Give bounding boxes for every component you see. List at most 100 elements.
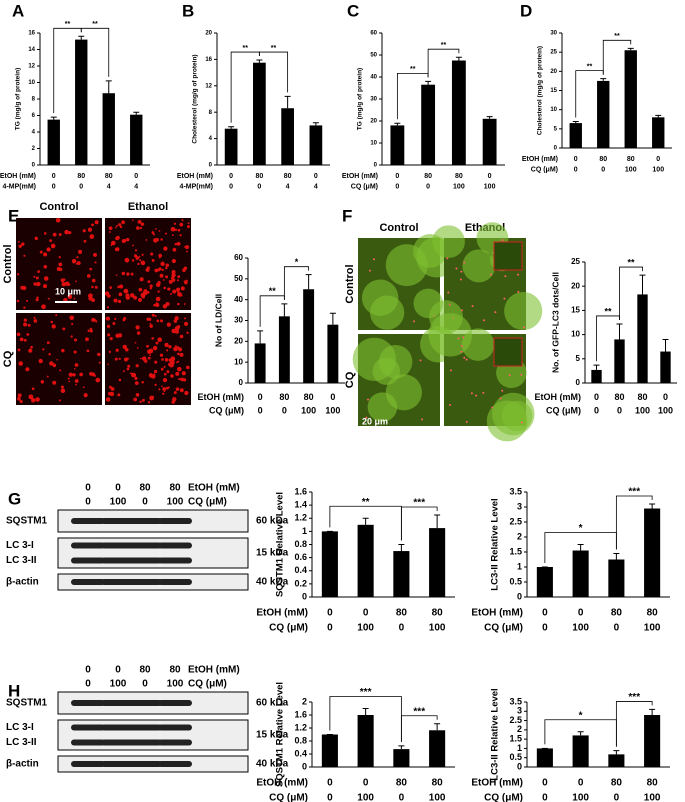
significance-mark: *: [295, 257, 299, 267]
dot: [82, 386, 85, 389]
significance-mark: *: [579, 710, 583, 721]
condition-value: 80: [599, 156, 607, 163]
dot: [447, 291, 450, 294]
dot: [19, 337, 24, 342]
y-tick-label: 0.5: [509, 576, 522, 586]
dot: [171, 259, 176, 264]
significance-mark: **: [271, 45, 277, 52]
dot: [140, 222, 145, 226]
dot: [155, 238, 160, 242]
dot: [18, 244, 22, 248]
column-header: Ethanol: [128, 201, 168, 213]
lane-condition: 0: [115, 665, 121, 676]
lane-condition: 100: [167, 497, 184, 508]
dot: [131, 219, 134, 222]
dot: [113, 298, 118, 303]
dot: [167, 287, 171, 291]
inset: [493, 337, 523, 367]
dot: [71, 258, 77, 264]
dot: [43, 265, 48, 269]
dot: [94, 220, 99, 225]
bar: [254, 343, 266, 383]
dot: [149, 323, 152, 325]
dot: [126, 357, 129, 360]
band: [71, 700, 105, 706]
condition-label: CQ (μM): [546, 405, 581, 415]
dot: [139, 357, 142, 360]
y-tick-label: 1: [517, 743, 522, 753]
condition-value: 100: [429, 793, 446, 802]
dot: [172, 289, 177, 294]
dot: [17, 348, 21, 352]
error-bar: [577, 544, 584, 551]
dot: [16, 299, 20, 303]
error-bar: [649, 503, 656, 509]
dot: [75, 262, 78, 265]
condition-value: 80: [455, 173, 463, 180]
dot: [115, 348, 119, 352]
dot: [173, 222, 177, 225]
dot: [23, 254, 26, 257]
dot: [373, 258, 376, 261]
significance-mark: *: [579, 523, 583, 534]
condition-label: EtOH (mM): [256, 778, 308, 789]
dot: [165, 275, 169, 279]
dot: [73, 297, 76, 300]
condition-label: EtOH (mM): [342, 173, 378, 180]
condition-label: EtOH (mM): [256, 608, 308, 619]
panel-label: F: [342, 206, 352, 225]
dot: [136, 331, 141, 335]
bar: [536, 748, 553, 767]
dot: [520, 421, 523, 424]
condition-value: 100: [652, 167, 664, 174]
error-bar: [486, 116, 493, 119]
error-bar: [455, 56, 462, 61]
condition-value: 0: [258, 405, 263, 415]
inset: [493, 241, 523, 271]
dot: [149, 287, 152, 290]
dot: [115, 333, 120, 338]
dot: [19, 399, 23, 404]
dot: [115, 226, 117, 229]
dot: [76, 261, 81, 265]
dot: [122, 318, 126, 322]
band: [128, 739, 162, 746]
condition-value: 100: [453, 184, 465, 191]
condition-value: 0: [327, 793, 333, 802]
dot: [112, 322, 116, 325]
band: [101, 739, 135, 746]
dot: [142, 290, 148, 296]
dot: [49, 361, 54, 366]
dot: [470, 392, 473, 395]
significance-bracket: [619, 266, 643, 320]
dot: [75, 383, 77, 386]
micrograph: [16, 313, 102, 405]
condition-label: CQ (μM): [269, 793, 308, 802]
dot: [60, 388, 66, 394]
condition-value: 0: [399, 793, 405, 802]
dot: [118, 357, 121, 360]
dot: [117, 285, 120, 289]
condition-value: 80: [614, 392, 624, 402]
dot: [455, 267, 458, 270]
y-tick-label: 20: [234, 336, 243, 345]
dot: [135, 256, 140, 260]
y-tick-label: 12: [28, 64, 35, 70]
condition-value: 0: [488, 173, 492, 180]
y-tick-label: 2: [32, 146, 36, 152]
dot: [146, 317, 150, 321]
dot: [517, 273, 520, 276]
dot: [125, 347, 129, 352]
dot: [86, 274, 91, 278]
dot: [421, 418, 424, 421]
band: [128, 518, 162, 524]
dot: [173, 391, 177, 395]
dot: [33, 282, 36, 285]
dot: [65, 281, 70, 286]
dot: [141, 356, 147, 361]
dot: [93, 374, 96, 377]
dot: [168, 386, 170, 389]
y-tick-label: 3.5: [509, 486, 522, 496]
dot: [160, 261, 165, 267]
dot: [108, 226, 113, 231]
